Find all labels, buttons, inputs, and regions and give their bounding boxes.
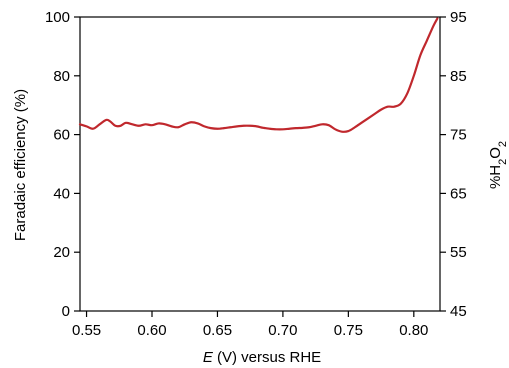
series-layer <box>78 17 439 133</box>
y2-tick-label: 45 <box>450 303 467 320</box>
series-line <box>78 17 439 133</box>
x-tick-label: 0.80 <box>399 322 428 339</box>
y2-tick-label: 75 <box>450 127 467 144</box>
x-tick-label: 0.55 <box>72 322 101 339</box>
y2-tick-label: 85 <box>450 68 467 85</box>
plot-frame <box>79 16 441 312</box>
x-axis-title: E (V) versus RHE <box>203 349 321 366</box>
y-tick-label: 20 <box>53 244 70 261</box>
x-axis-title-italic: E <box>203 349 214 366</box>
x-axis-title-rest: (V) versus RHE <box>213 349 321 366</box>
y-tick-label: 80 <box>53 68 70 85</box>
y2-tick-label: 95 <box>450 9 467 26</box>
x-tick-label: 0.75 <box>334 322 363 339</box>
y2-title-sub2: 2 <box>497 141 509 147</box>
x-tick-label: 0.70 <box>268 322 297 339</box>
y2-axis-title: %H2O2 <box>487 141 509 189</box>
y-tick-label: 60 <box>53 127 70 144</box>
y2-tick-label: 65 <box>450 185 467 202</box>
x-tick-label: 0.60 <box>137 322 166 339</box>
y-tick-label: 40 <box>53 185 70 202</box>
y2-title-sub1: 2 <box>497 159 509 165</box>
y2-title-prefix: %H <box>487 165 504 189</box>
y-tick-label: 0 <box>62 303 70 320</box>
axes: 0.55 0.60 0.65 0.70 0.75 0.80 0 20 40 60 80 100 45 55… <box>45 9 467 339</box>
y-tick-label: 100 <box>45 9 70 26</box>
y2-title-mid: O <box>487 147 504 159</box>
x-tick-label: 0.65 <box>203 322 232 339</box>
y2-tick-label: 55 <box>450 244 467 261</box>
y-axis-title: Faradaic efficiency (%) <box>12 89 29 241</box>
